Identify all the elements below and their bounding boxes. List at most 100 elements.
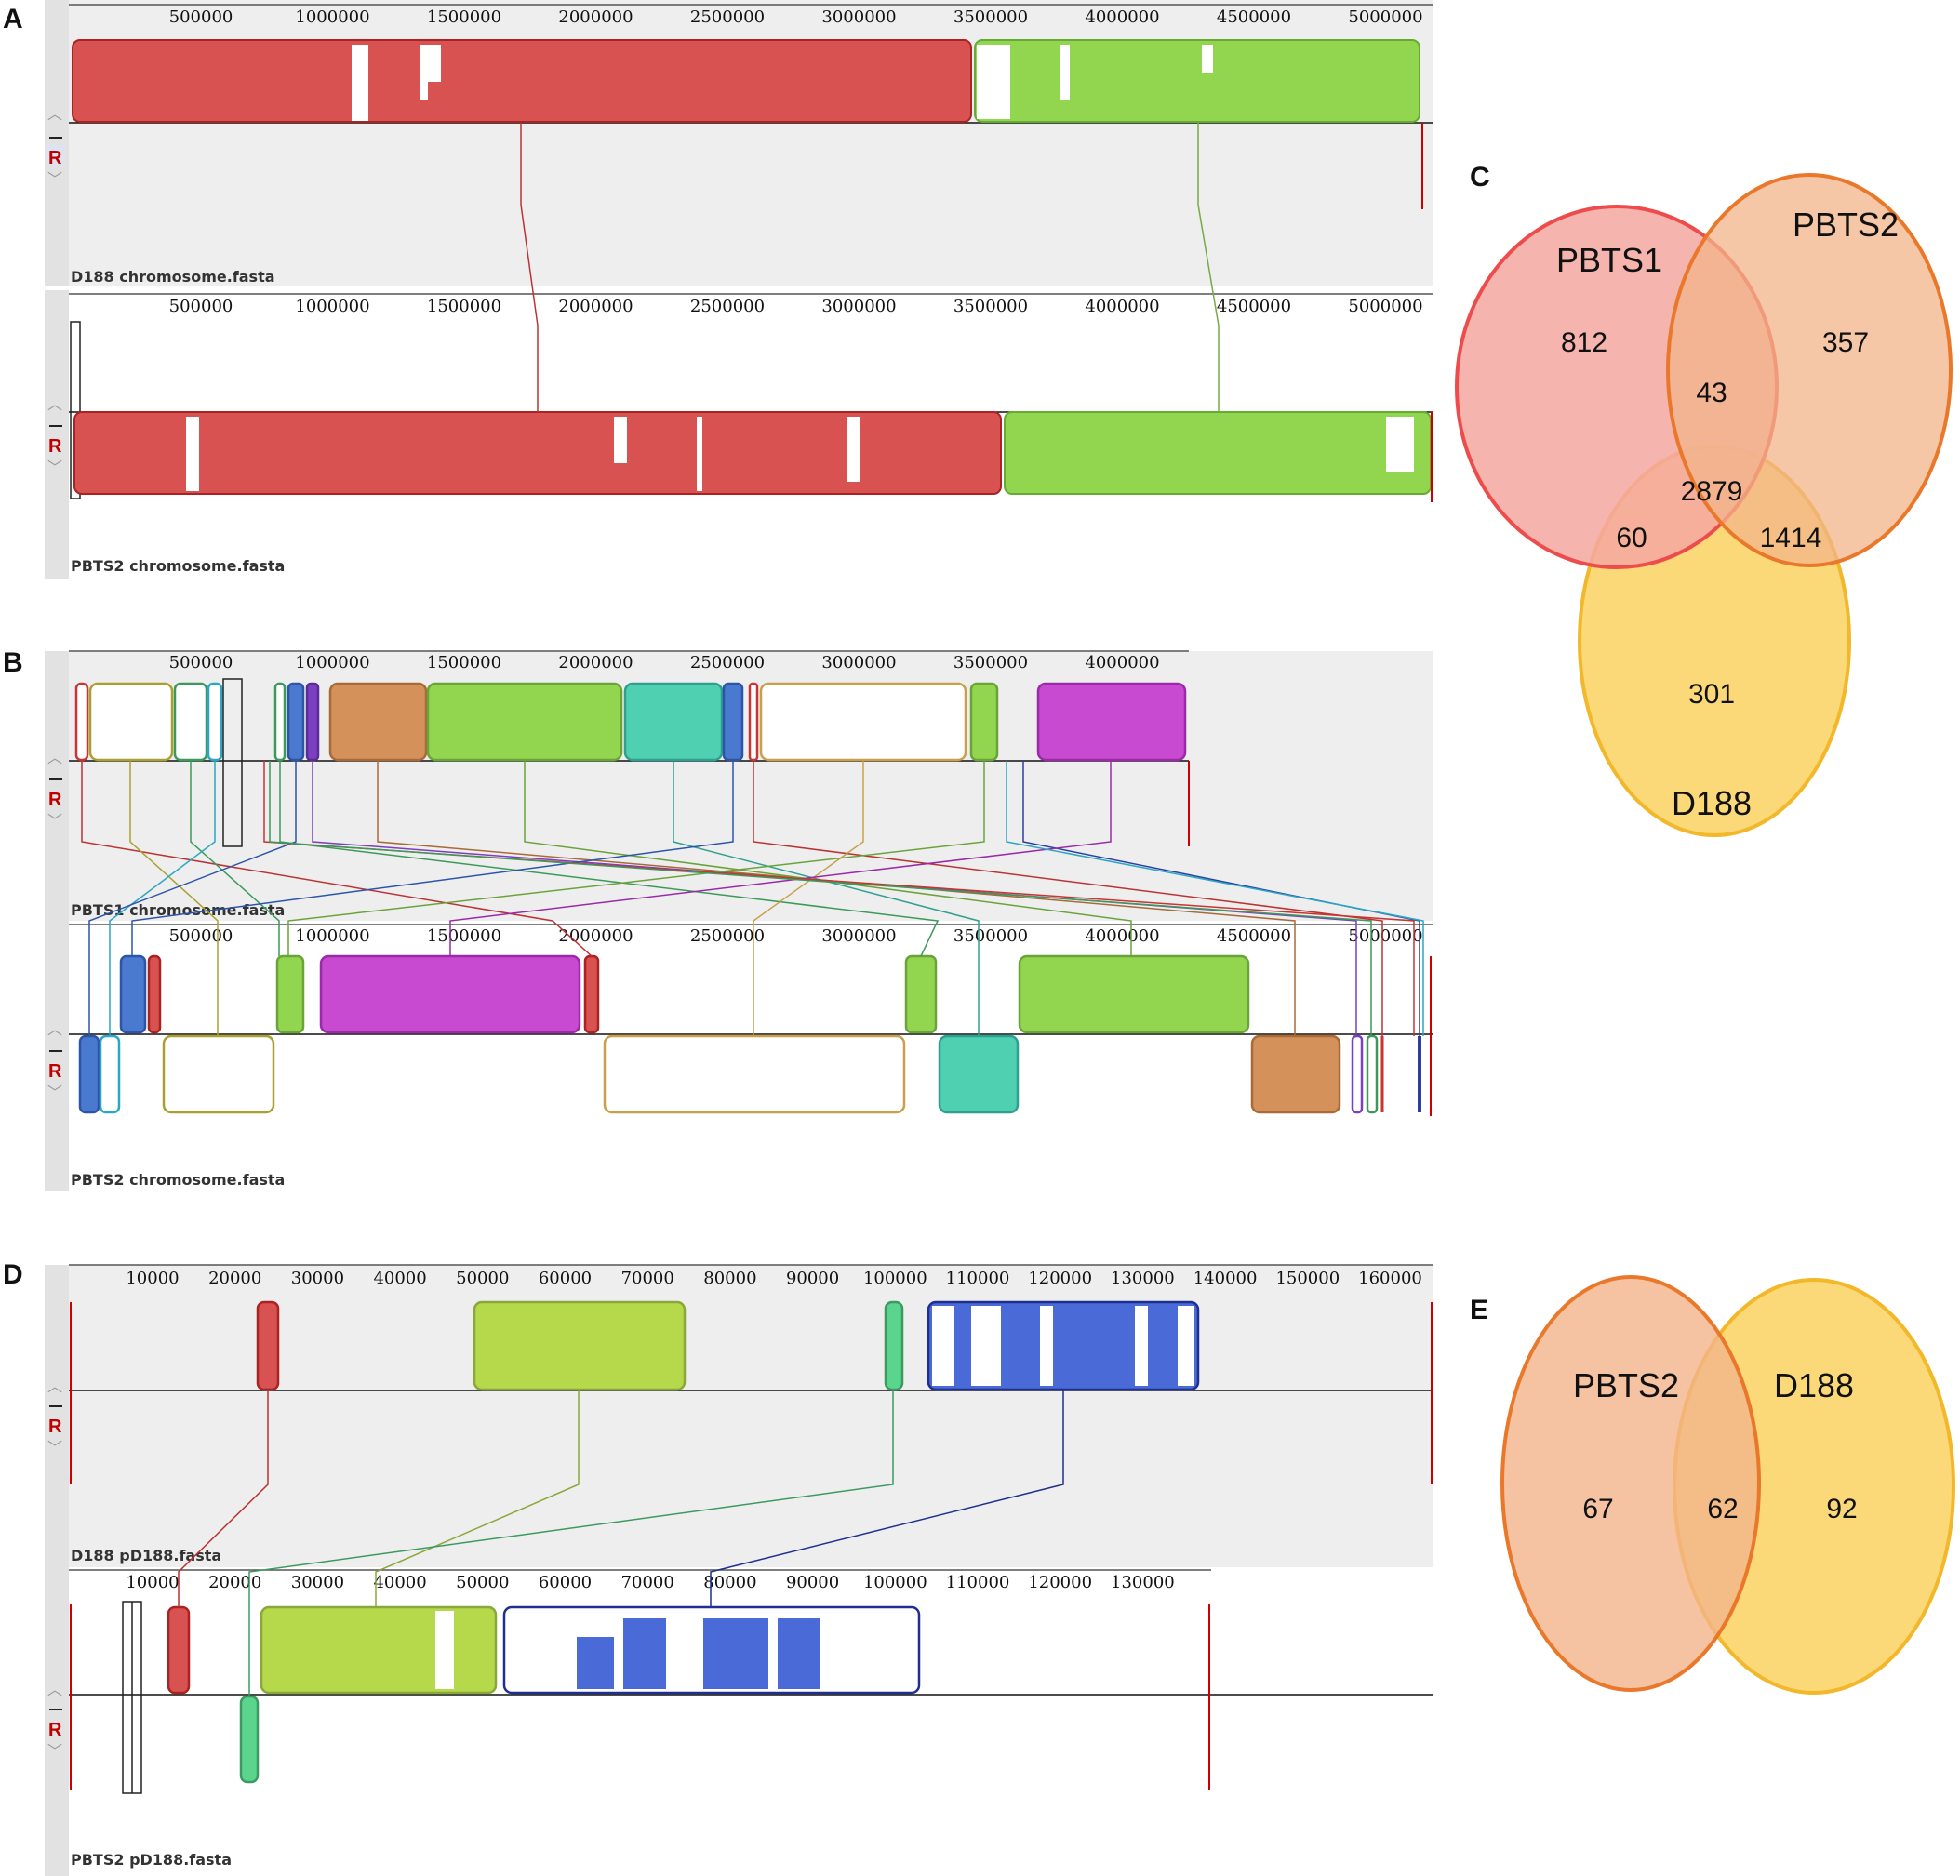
reverse-button[interactable]: R	[48, 790, 62, 810]
lcb-block-blue[interactable]	[119, 954, 147, 1034]
ruler-tick-label: 120000	[1028, 1573, 1092, 1592]
reverse-button[interactable]: R	[48, 436, 62, 457]
ruler-tick-label: 2000000	[558, 926, 633, 946]
venn-count-pbts1-only: 812	[1561, 327, 1607, 358]
up-chevron-icon[interactable]: ︿	[47, 749, 62, 766]
ruler-tick-label: 1500000	[427, 653, 501, 672]
lcb-block-yellowgreen[interactable]	[473, 1300, 687, 1391]
ruler-tick-label: 1000000	[295, 297, 369, 316]
venn-set-pbts2	[1500, 1275, 1761, 1692]
venn-label-d188: D188	[1774, 1366, 1854, 1404]
lcb-block-blue-2[interactable]	[722, 682, 744, 762]
ruler-tick-label: 1500000	[427, 297, 501, 316]
down-chevron-icon[interactable]: ﹀	[47, 170, 62, 188]
lcb-block-red[interactable]	[72, 39, 972, 123]
down-chevron-icon[interactable]: ﹀	[47, 1439, 62, 1457]
lcb-block-violet[interactable]	[305, 682, 320, 762]
lcb-block-green[interactable]	[173, 682, 208, 762]
ruler-tick-label: 80000	[703, 1573, 756, 1592]
down-chevron-icon[interactable]: ﹀	[47, 1084, 62, 1101]
ruler-tick-label: 30000	[291, 1269, 344, 1288]
lcb-block-orange[interactable]	[1250, 1034, 1341, 1114]
ruler-ticks: 10000 20000 30000 40000 50000 60000 70000 80000…	[126, 1573, 1174, 1592]
lcb-block-green-small[interactable]	[273, 682, 287, 762]
panel-c-label: C	[1470, 162, 1490, 193]
lcb-block-green-large[interactable]	[1018, 954, 1250, 1034]
up-chevron-icon[interactable]: ︿	[47, 1020, 62, 1038]
lcb-block-orange[interactable]	[328, 682, 428, 762]
panel-e: E PBTS2 D188 67 62 92	[1470, 1275, 1955, 1695]
lcb-block-gold[interactable]	[603, 1034, 906, 1114]
lcb-block-green[interactable]	[974, 39, 1420, 123]
lcb-block-red[interactable]	[147, 954, 162, 1034]
lcb-block-blue-2[interactable]	[78, 1034, 100, 1114]
panel-d-track-2: 10000 20000 30000 40000 50000 60000 70000 80000…	[45, 1567, 1433, 1876]
ruler-tick-label: 2500000	[690, 7, 765, 27]
gap	[847, 417, 860, 482]
track-controls-bar	[45, 651, 69, 921]
ruler-tick-label: 110000	[946, 1269, 1010, 1288]
reverse-button[interactable]: R	[48, 1061, 62, 1082]
down-chevron-icon[interactable]: ﹀	[47, 459, 62, 476]
coverage-fill	[577, 1637, 614, 1689]
lcb-block-yellowgreen[interactable]	[260, 1605, 498, 1695]
ruler-tick-label: 110000	[946, 1573, 1010, 1592]
lcb-block-red-2[interactable]	[748, 682, 759, 762]
lcb-block-gold[interactable]	[759, 682, 967, 762]
gap	[420, 45, 428, 100]
gap	[435, 1611, 454, 1689]
gap	[971, 1306, 1001, 1386]
lcb-block-cyan[interactable]	[207, 682, 223, 762]
lcb-block-green-large[interactable]	[426, 682, 623, 762]
ruler-tick-label: 80000	[703, 1269, 756, 1288]
gap	[977, 45, 1010, 119]
lcb-block-purple[interactable]	[1036, 682, 1187, 762]
ruler-tick-label: 130000	[1111, 1269, 1175, 1288]
up-chevron-icon[interactable]: ︿	[47, 1681, 62, 1698]
lcb-block-cyan[interactable]	[99, 1034, 121, 1114]
lcb-block-mint[interactable]	[239, 1695, 260, 1784]
selection-marker[interactable]	[222, 678, 243, 847]
lcb-block-olive[interactable]	[162, 1034, 275, 1114]
gap	[428, 45, 441, 82]
lcb-block-green-small[interactable]	[904, 954, 938, 1034]
lcb-block-red-2[interactable]	[583, 954, 600, 1034]
lcb-block-olive[interactable]	[88, 682, 174, 762]
lcb-block-green[interactable]	[1004, 411, 1432, 495]
selection-marker[interactable]	[70, 321, 81, 499]
up-chevron-icon[interactable]: ︿	[47, 395, 62, 413]
ruler-tick-label: 5000000	[1348, 926, 1422, 946]
genome-name: D188 pD188.fasta	[71, 1547, 221, 1564]
lcb-block-red[interactable]	[74, 682, 89, 762]
ruler-tick-label: 2500000	[690, 653, 765, 672]
lcb-block-teal[interactable]	[938, 1034, 1020, 1114]
lcb-block-green-3[interactable]	[969, 682, 999, 762]
ruler-tick-label: 3500000	[953, 926, 1028, 946]
venn-label-pbts2: PBTS2	[1573, 1366, 1679, 1404]
lcb-block-mint[interactable]	[884, 1300, 904, 1391]
coverage-fill	[778, 1618, 820, 1689]
lcb-block-navy[interactable]	[927, 1300, 1200, 1391]
lcb-block-green-small-2[interactable]	[1366, 1034, 1379, 1114]
lcb-block-red[interactable]	[167, 1605, 191, 1695]
lcb-block-purple[interactable]	[319, 954, 581, 1034]
down-chevron-icon[interactable]: ﹀	[47, 1742, 62, 1760]
lcb-block-blue[interactable]	[287, 682, 305, 762]
up-chevron-icon[interactable]: ︿	[47, 105, 62, 123]
up-chevron-icon[interactable]: ︿	[47, 1377, 62, 1395]
down-chevron-icon[interactable]: ﹀	[47, 812, 62, 830]
gap	[1040, 1306, 1053, 1386]
gap	[697, 417, 702, 491]
ruler-ticks: 500000 1000000 1500000 2000000 2500000 300000…	[169, 7, 1423, 27]
lcb-block-red[interactable]	[256, 1300, 280, 1391]
reverse-button[interactable]: R	[48, 1720, 62, 1740]
reverse-button[interactable]: R	[48, 148, 62, 168]
reverse-button[interactable]: R	[48, 1417, 62, 1437]
lcb-block-green-3[interactable]	[275, 954, 305, 1034]
track-controls-bar	[45, 0, 69, 286]
lcb-block-red[interactable]	[73, 411, 1002, 495]
lcb-connector-green	[1197, 123, 1220, 412]
lcb-block-teal[interactable]	[623, 682, 724, 762]
ruler-tick-label: 2000000	[558, 653, 633, 672]
lcb-block-violet[interactable]	[1351, 1034, 1364, 1114]
